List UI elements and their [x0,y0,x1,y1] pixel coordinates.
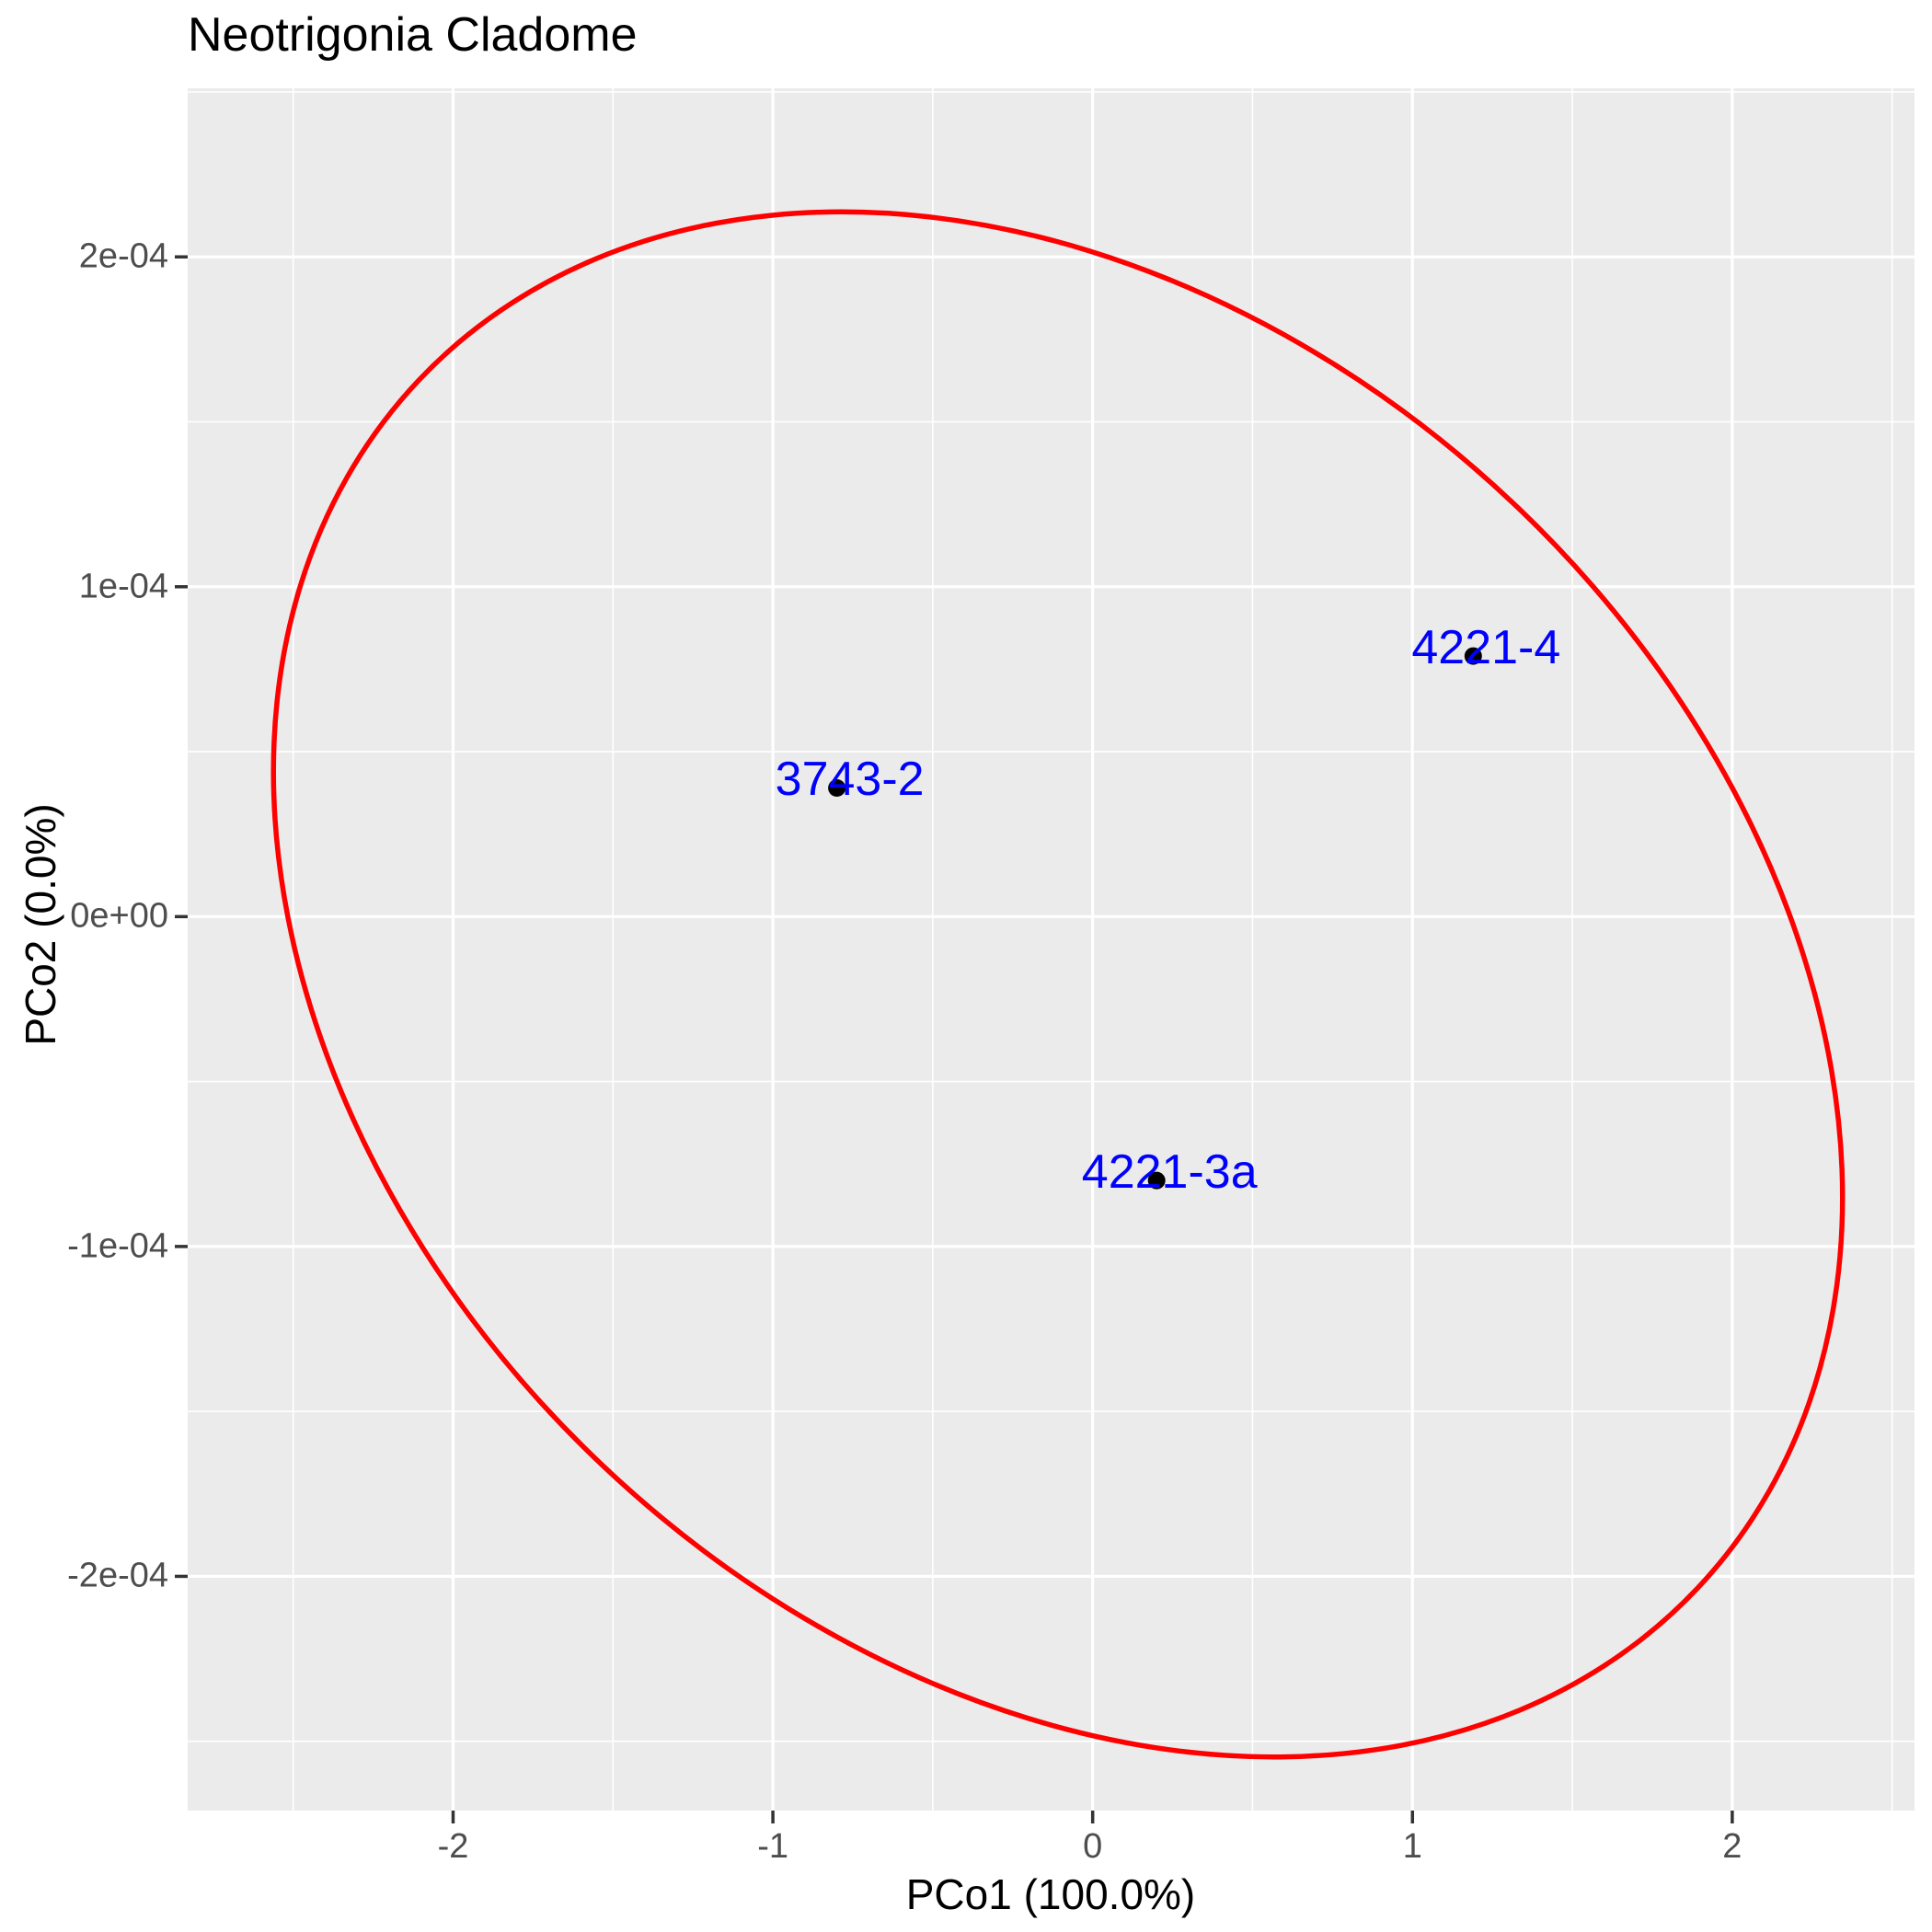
y-tick-label: 2e-04 [78,236,168,276]
x-tick-label: 2 [1722,1827,1742,1866]
plot-panel [188,88,1915,1811]
x-tick-label: 1 [1402,1827,1422,1866]
x-tick-label: 0 [1083,1827,1103,1866]
plot-title: Neotrigonia Cladome [188,8,638,62]
data-point [1464,647,1482,665]
y-tick-label: -1e-04 [67,1226,168,1266]
x-axis-title: PCo1 (100.0%) [905,1870,1196,1918]
point-label: 3743-2 [775,753,925,807]
y-tick-label: -2e-04 [67,1556,168,1595]
y-tick-label: 0e+00 [70,896,168,936]
point-label: 4221-4 [1411,621,1561,675]
data-point [1147,1171,1166,1190]
y-tick-label: 1e-04 [78,567,168,606]
x-tick-label: -1 [757,1827,788,1866]
point-label: 4221-3a [1081,1145,1258,1200]
x-tick-label: -2 [437,1827,469,1866]
y-axis-title: PCo2 (0.0%) [17,803,64,1046]
data-point [828,778,846,797]
